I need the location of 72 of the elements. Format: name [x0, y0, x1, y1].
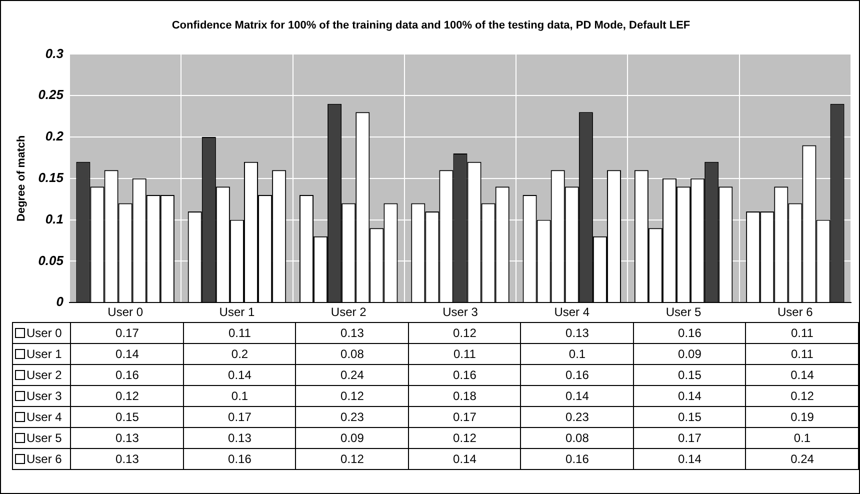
data-label: 0.14 — [408, 448, 521, 470]
data-label: 0.1 — [520, 344, 634, 364]
legend-label: User 6 — [12, 448, 71, 470]
x-tick-label: User 5 — [666, 305, 702, 320]
data-label: 0.09 — [633, 344, 746, 364]
data-label: 0.2 — [183, 344, 296, 364]
data-label: 0.16 — [408, 364, 521, 386]
data-label: 0.14 — [633, 386, 746, 406]
data-label: 0.17 — [633, 428, 746, 448]
data-label: 0.15 — [633, 364, 746, 386]
data-label: 0.17 — [408, 406, 521, 428]
data-label: 0.14 — [70, 344, 184, 364]
y-tick-label: 0.25 — [38, 87, 64, 102]
data-label: 0.08 — [520, 428, 634, 448]
data-label: 0.13 — [183, 428, 296, 448]
data-label: 0.12 — [296, 386, 408, 406]
y-tick-label: 0.1 — [45, 211, 64, 226]
data-label: 0.24 — [746, 448, 858, 470]
x-tick-label: User 2 — [330, 305, 367, 320]
data-label: 0.13 — [70, 428, 184, 448]
data-label: 0.1 — [183, 386, 296, 406]
data-label: 0.1 — [746, 428, 858, 448]
x-tick-label: User 4 — [554, 305, 590, 320]
y-tick-label: 0.3 — [45, 46, 64, 61]
data-label: 0.16 — [520, 448, 634, 470]
data-label: 0.12 — [746, 386, 858, 406]
data-label: 0.24 — [296, 364, 408, 386]
legend-label: User 1 — [12, 344, 71, 364]
y-axis-title: Degree of match — [16, 135, 28, 222]
data-label: 0.13 — [296, 322, 408, 344]
data-label: 0.14 — [746, 364, 858, 386]
legend-label: User 5 — [12, 428, 71, 448]
x-tick-label: User 0 — [108, 305, 144, 320]
legend-label: User 0 — [12, 322, 71, 344]
data-label: 0.15 — [70, 406, 184, 428]
data-label: 0.08 — [296, 344, 408, 364]
data-label: 0.23 — [296, 406, 408, 428]
data-label: 0.23 — [520, 406, 634, 428]
y-tick-label: 0.15 — [38, 170, 64, 185]
data-label: 0.17 — [183, 406, 296, 428]
data-label: 0.09 — [296, 428, 408, 448]
chart-title: Confidence Matrix for 100% of the training data and 100% of the testing data, PD Mode, Default LEF — [172, 20, 690, 32]
data-label: 0.19 — [746, 406, 858, 428]
data-label: 0.12 — [408, 322, 521, 344]
data-label: 0.16 — [633, 322, 746, 344]
data-label: 0.16 — [183, 448, 296, 470]
data-label: 0.11 — [746, 344, 858, 364]
y-tick-label: 0.05 — [38, 252, 64, 268]
y-tick-label: 0 — [56, 294, 64, 310]
data-label: 0.14 — [520, 386, 634, 406]
x-tick-label: User 3 — [442, 305, 478, 320]
data-label: 0.14 — [183, 364, 296, 386]
data-label: 0.13 — [520, 322, 634, 344]
data-label: 0.14 — [633, 448, 746, 470]
y-tick-label: 0.2 — [45, 128, 64, 144]
data-label: 0.11 — [408, 344, 521, 364]
data-label: 0.15 — [633, 406, 746, 428]
legend-label: User 2 — [12, 364, 71, 386]
data-label: 0.11 — [746, 322, 858, 344]
x-tick-label: User 1 — [219, 305, 255, 320]
legend-label: User 3 — [12, 386, 71, 406]
data-label: 0.16 — [520, 364, 634, 386]
data-label: 0.12 — [408, 428, 521, 448]
data-label: 0.11 — [183, 322, 296, 344]
data-label: 0.16 — [70, 364, 184, 386]
data-label: 0.18 — [408, 386, 521, 406]
data-label: 0.17 — [70, 322, 184, 344]
data-label: 0.12 — [70, 386, 184, 406]
x-tick-label: User 6 — [778, 305, 814, 320]
data-label: 0.12 — [296, 448, 408, 470]
legend-label: User 4 — [12, 406, 71, 428]
data-label: 0.13 — [70, 448, 184, 470]
